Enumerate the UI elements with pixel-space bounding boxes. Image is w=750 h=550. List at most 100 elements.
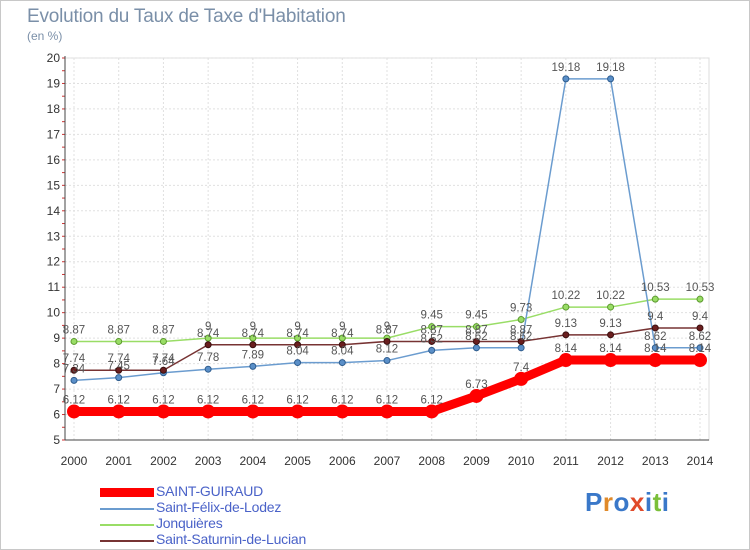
data-point (428, 323, 436, 331)
y-tick-label: 17 (47, 127, 61, 141)
data-label: 8.74 (286, 328, 309, 340)
data-point (115, 337, 123, 345)
data-label: 8.14 (644, 343, 667, 355)
data-point (562, 75, 570, 83)
data-label: 9 (250, 321, 256, 333)
y-tick-label: 20 (47, 51, 61, 65)
data-label: 9 (294, 321, 300, 333)
y-tick-label: 14 (47, 204, 61, 218)
chart-axes: 5 6 7 8 9 10 11 12 13 14 15 16 17 18 19 20 2000 2001 2002 2… (47, 51, 714, 468)
y-tick-label: 10 (47, 306, 61, 320)
data-point (517, 337, 525, 345)
legend-item: Jonquières (100, 515, 360, 532)
x-tick-label: 2000 (61, 454, 88, 468)
x-tick-label: 2013 (642, 454, 669, 468)
data-point (651, 344, 659, 352)
data-point (562, 331, 570, 339)
data-label: 19.18 (596, 62, 625, 74)
data-label: 7.74 (152, 353, 175, 365)
data-label: 10.22 (596, 290, 625, 302)
data-point (696, 295, 704, 303)
logo-letter: i (661, 487, 670, 517)
data-point (383, 337, 391, 345)
x-tick-label: 2009 (463, 454, 490, 468)
legend-item: SAINT-GUIRAUD (100, 483, 360, 500)
data-label: 9.13 (599, 318, 621, 330)
data-point (562, 303, 570, 311)
proxiti-logo: Proxiti (585, 487, 669, 518)
data-label: 8.14 (689, 343, 712, 355)
chart-subtitle: (en %) (27, 29, 63, 43)
y-tick-label: 5 (53, 433, 60, 447)
data-label: 7.74 (108, 353, 131, 365)
data-label: 8.52 (421, 333, 443, 345)
data-label: 9.4 (647, 311, 664, 323)
data-point (70, 376, 78, 384)
x-tick-label: 2003 (195, 454, 222, 468)
data-point (111, 404, 126, 419)
logo-letter: t (652, 487, 662, 517)
y-tick-label: 8 (53, 357, 60, 371)
data-point (290, 404, 305, 419)
legend-label: Saint-Saturnin-de-Lucian (156, 531, 307, 547)
data-label: 8.87 (421, 324, 443, 336)
data-label: 6.73 (465, 379, 487, 391)
y-tick-label: 13 (47, 229, 61, 243)
y-tick-label: 11 (48, 280, 61, 294)
data-point (607, 75, 615, 83)
data-label: 7.34 (63, 363, 86, 375)
data-point (70, 337, 78, 345)
data-label: 6.12 (242, 394, 264, 406)
data-label: 8.62 (510, 331, 532, 343)
data-point (204, 341, 212, 349)
logo-letter: x (629, 487, 645, 517)
data-label: 9.4 (692, 311, 709, 323)
data-label: 6.12 (421, 394, 443, 406)
data-label: 6.12 (63, 394, 85, 406)
x-tick-label: 2012 (597, 454, 624, 468)
data-label: 9.73 (510, 303, 532, 315)
legend-label: Saint-Félix-de-Lodez (156, 499, 282, 515)
data-point (67, 404, 81, 419)
data-point (70, 366, 78, 374)
legend-swatch (100, 508, 154, 510)
data-point (294, 334, 302, 342)
data-point (472, 323, 480, 331)
legend-swatch (100, 488, 154, 497)
x-tick-label: 2006 (329, 454, 356, 468)
data-point (156, 404, 171, 419)
legend-item: Saint-Félix-de-Lodez (100, 499, 360, 516)
data-point (514, 371, 529, 386)
data-point (249, 334, 257, 342)
data-label: 9.13 (555, 318, 577, 330)
data-point (472, 337, 480, 345)
data-point (294, 359, 302, 367)
y-tick-label: 9 (53, 331, 60, 345)
data-label: 9 (339, 321, 345, 333)
x-tick-label: 2008 (418, 454, 445, 468)
data-point (472, 344, 480, 352)
data-label: 8.14 (599, 343, 622, 355)
y-tick-label: 6 (53, 408, 60, 422)
data-label: 6.12 (152, 394, 174, 406)
data-label: 8.14 (555, 343, 578, 355)
data-point (245, 404, 260, 419)
data-label: 8.04 (331, 346, 354, 358)
data-label: 19.18 (551, 62, 580, 74)
data-point (651, 324, 659, 332)
x-tick-label: 2011 (553, 454, 579, 468)
y-tick-label: 15 (47, 178, 61, 192)
logo-letter: r (602, 487, 614, 517)
data-point (249, 362, 257, 370)
data-point (607, 331, 615, 339)
chart-legend: SAINT-GUIRAUD Saint-Félix-de-Lodez Jonqu… (100, 483, 360, 548)
legend-swatch (100, 540, 154, 542)
data-label: 8.87 (108, 324, 130, 336)
data-point (115, 366, 123, 374)
x-tick-label: 2004 (240, 454, 267, 468)
data-label: 8.87 (510, 324, 532, 336)
data-point (115, 374, 123, 382)
data-point (338, 334, 346, 342)
data-point (696, 324, 704, 332)
